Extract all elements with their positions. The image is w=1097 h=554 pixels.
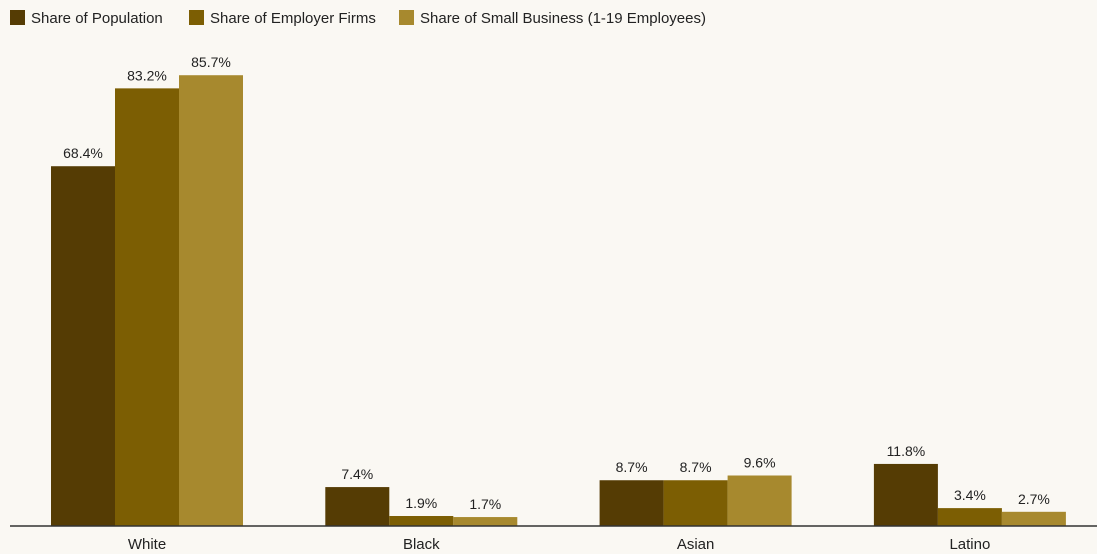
data-label: 2.7% (1018, 491, 1050, 507)
bar-latino-series-3 (1001, 511, 1066, 526)
data-label: 1.7% (469, 496, 501, 512)
legend-label: Share of Employer Firms (210, 10, 376, 27)
x-tick-label: Latino (949, 536, 990, 553)
data-label: 7.4% (341, 466, 373, 482)
legend-item-3: Share of Small Business (1-19 Employees) (399, 10, 706, 27)
data-label: 8.7% (616, 459, 648, 475)
data-label: 83.2% (127, 67, 167, 83)
bar-asian-series-2 (663, 480, 728, 526)
legend-label: Share of Population (31, 10, 163, 27)
bar-white-series-1 (51, 166, 115, 526)
bar-black-series-2 (389, 516, 454, 526)
legend-swatch (399, 10, 414, 25)
legend-item-1: Share of Population (10, 10, 163, 27)
data-label: 1.9% (405, 495, 437, 511)
x-tick-label: Black (403, 536, 440, 553)
data-label: 8.7% (680, 459, 712, 475)
bar-latino-series-1 (873, 463, 938, 526)
bar-black-series-1 (325, 487, 390, 526)
legend-item-2: Share of Employer Firms (189, 10, 376, 27)
data-labels-group: 68.4% 83.2% 85.7% 7.4% 1.9% 1.7% 8.7% 8.7% 9.6% 1… (63, 54, 1050, 512)
x-tick-label: White (128, 536, 166, 553)
legend: Share of Population Share of Employer Fir… (10, 10, 706, 27)
x-axis-ticks: White Black Asian Latino (128, 536, 991, 553)
bar-black-series-3 (453, 517, 518, 526)
x-tick-label: Asian (677, 536, 715, 553)
data-label: 3.4% (954, 487, 986, 503)
legend-swatch (10, 10, 25, 25)
data-label: 9.6% (744, 455, 776, 471)
bar-asian-series-1 (599, 480, 664, 526)
bar-white-series-2 (115, 88, 179, 527)
data-label: 85.7% (191, 54, 231, 70)
bar-white-series-3 (179, 75, 243, 526)
legend-swatch (189, 10, 204, 25)
legend-label: Share of Small Business (1-19 Employees) (420, 10, 706, 27)
bars-group (51, 75, 1066, 527)
data-label: 68.4% (63, 145, 103, 161)
bar-latino-series-2 (937, 508, 1002, 526)
data-label: 11.8% (887, 443, 926, 459)
bar-asian-series-3 (727, 475, 792, 526)
